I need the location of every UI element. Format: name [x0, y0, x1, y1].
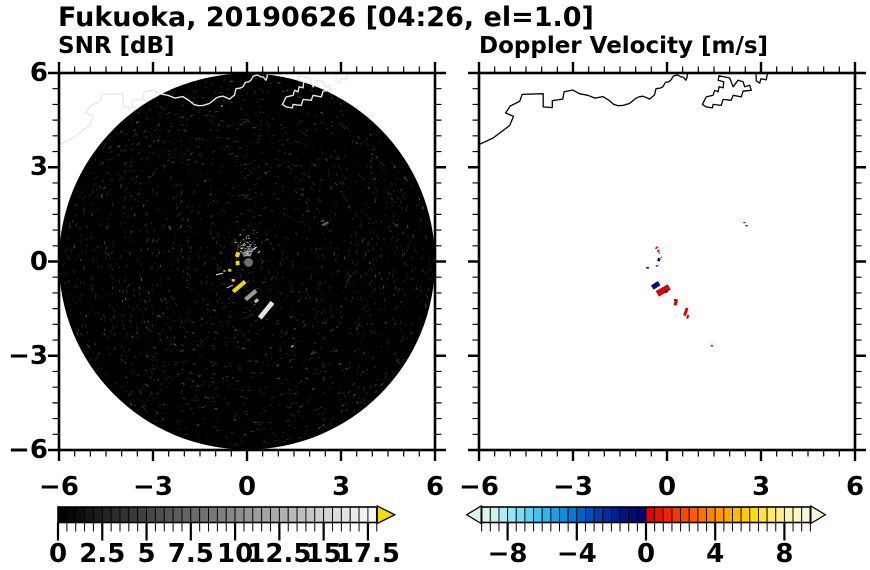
- snr-y-tick-label: 6: [29, 58, 48, 88]
- snr-echo: [243, 245, 245, 247]
- snr-echo: [235, 260, 240, 266]
- snr-colorbar-tick-label: 7.5: [167, 539, 214, 569]
- radar-noise-speckle: [62, 77, 430, 445]
- snr-echo: [320, 220, 324, 223]
- doppler-echo: [674, 299, 676, 301]
- doppler-echo: [646, 266, 649, 269]
- radar-noise-speckle: [69, 80, 424, 436]
- doppler-colorbar-tick-label: 4: [706, 539, 725, 569]
- snr-y-tick-label: −3: [8, 340, 48, 371]
- doppler-echo: [656, 257, 661, 262]
- radar-noise-speckle: [65, 79, 424, 443]
- radar-noise-speckle: [64, 78, 433, 446]
- doppler-echo: [654, 246, 659, 250]
- doppler-x-tick-label: 3: [751, 472, 771, 502]
- doppler-colorbar-tick-label: −8: [487, 539, 528, 569]
- snr-echo: [226, 284, 234, 289]
- snr-echo: [244, 289, 258, 302]
- radar-center-blind-disk: [244, 258, 253, 267]
- snr-colorbar-tick-label: 12.5: [247, 539, 312, 569]
- harbor-outline: [281, 75, 332, 109]
- snr-panel-title: SNR [dB]: [58, 33, 175, 59]
- snr-colorbar-tick-label: 15: [305, 539, 342, 569]
- snr-x-tick-label: 3: [331, 472, 351, 502]
- snr-echo: [290, 344, 295, 348]
- snr-echo: [215, 272, 223, 276]
- doppler-under-arrow: [465, 504, 482, 525]
- snr-colorbar: [57, 504, 397, 525]
- figure-title: Fukuoka, 20190626 [04:26, el=1.0]: [58, 2, 594, 33]
- snr-echo: [257, 250, 261, 254]
- snr-echo: [240, 247, 243, 249]
- coastline: [479, 73, 689, 146]
- doppler-x-tick-label: 0: [657, 472, 677, 502]
- doppler-echo: [683, 307, 689, 317]
- pier-outline: [335, 73, 349, 84]
- doppler-echo: [658, 252, 660, 254]
- doppler-echo: [743, 221, 746, 224]
- snr-echo: [220, 105, 223, 107]
- radar-noise-speckle: [68, 88, 427, 446]
- snr-x-tick-label: 6: [425, 472, 445, 502]
- snr-x-tick-label: 0: [237, 472, 257, 502]
- doppler-panel: [479, 73, 769, 347]
- snr-colorbar-tick-label: 17.5: [335, 539, 400, 569]
- doppler-over-arrow: [810, 504, 827, 525]
- snr-colorbar-tick-label: 0: [48, 539, 68, 569]
- doppler-echo: [660, 256, 663, 259]
- snr-x-tick-label: −3: [133, 472, 173, 502]
- snr-echo: [257, 300, 275, 320]
- snr-panel: [59, 73, 435, 450]
- doppler-panel-title: Doppler Velocity [m/s]: [479, 33, 769, 59]
- snr-x-tick-label: −6: [39, 472, 79, 502]
- snr-echo: [321, 221, 329, 227]
- panel-frame: [468, 62, 866, 461]
- snr-echo: [223, 270, 226, 272]
- harbor-outline: [701, 75, 752, 109]
- radar-noise-speckle: [67, 82, 427, 432]
- doppler-x-tick-label: −3: [553, 472, 593, 502]
- doppler-echo: [673, 298, 679, 306]
- doppler-x-tick-label: 6: [845, 472, 865, 502]
- snr-echo: [228, 268, 232, 272]
- snr-y-tick-label: −6: [8, 435, 48, 465]
- snr-y-tick-label: 3: [29, 152, 48, 183]
- coastline: [59, 73, 269, 146]
- snr-echo: [231, 280, 247, 294]
- snr-overflow-arrow: [376, 504, 397, 525]
- snr-echo: [253, 298, 260, 304]
- doppler-echo: [686, 314, 690, 319]
- snr-echo: [234, 251, 241, 258]
- snr-y-tick-label: 0: [29, 246, 48, 277]
- doppler-echo: [745, 225, 748, 227]
- snr-colorbar-tick-label: 2.5: [79, 539, 126, 569]
- snr-colorbar-tick-label: 10: [217, 539, 254, 569]
- doppler-colorbar-tick-label: 8: [775, 539, 794, 569]
- snr-echo: [231, 279, 235, 282]
- doppler-echo: [650, 281, 661, 290]
- snr-echo: [252, 246, 258, 251]
- doppler-colorbar: [465, 504, 827, 525]
- doppler-echo: [655, 264, 659, 267]
- doppler-colorbar-tick-label: 0: [636, 539, 656, 569]
- doppler-echo: [710, 344, 713, 347]
- panel-frame: [48, 62, 446, 461]
- doppler-colorbar-tick-label: −4: [556, 539, 597, 569]
- doppler-x-tick-label: −6: [459, 472, 499, 502]
- snr-colorbar-tick-label: 5: [137, 539, 156, 569]
- doppler-echo: [664, 289, 669, 294]
- doppler-echo: [655, 284, 671, 297]
- doppler-echo: [656, 249, 660, 253]
- pier-outline: [755, 73, 769, 84]
